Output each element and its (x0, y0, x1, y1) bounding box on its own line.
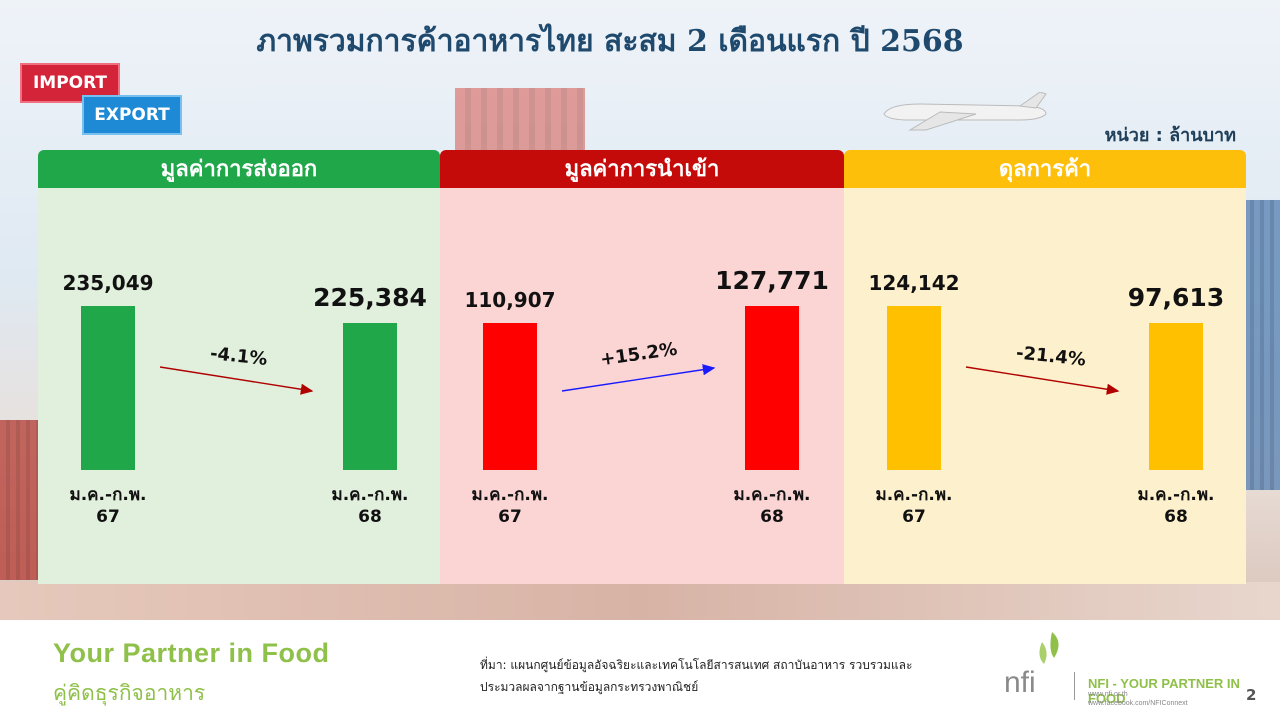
website-link[interactable]: www.nfi.or.th (1088, 691, 1128, 698)
balance-bar-2 (1149, 323, 1203, 470)
export-panel-header: มูลค่าการส่งออก (38, 150, 440, 188)
category-label-line: ม.ค.-ก.พ. (69, 485, 147, 505)
category-label-line: 67 (96, 507, 120, 527)
facebook-link[interactable]: www.facebook.com/NFIConnext (1088, 700, 1188, 707)
crane-image (455, 88, 585, 152)
category-label-line: ม.ค.-ก.พ. (875, 485, 953, 505)
footer (0, 620, 1280, 720)
import-value-label-2: 127,771 (715, 266, 829, 295)
slogan-thai: คู่คิดธุรกิจอาหาร (53, 681, 206, 705)
source-line-2: ประมวลผลจากฐานข้อมูลกระทรวงพาณิชย์ (480, 680, 699, 694)
export-bar-2 (343, 323, 397, 470)
balance-value-label-2: 97,613 (1127, 283, 1225, 312)
svg-text:nfi: nfi (1004, 666, 1036, 698)
logo-tagline: NFI - YOUR PARTNER IN FOOD (1088, 676, 1240, 706)
import-bar-1 (483, 323, 537, 470)
export-category-label-1: ม.ค.-ก.พ. 67 (43, 484, 173, 528)
logo-divider (1074, 672, 1075, 700)
category-label-line: ม.ค.-ก.พ. (471, 485, 549, 505)
balance-category-label-2: ม.ค.-ก.พ. 68 (1111, 484, 1241, 528)
logo-links: www.nfi.or.th www.facebook.com/NFIConnex… (1088, 690, 1188, 708)
airplane-icon (883, 92, 1047, 131)
container-stack-right (1244, 200, 1280, 490)
source-note: ที่มา: แผนกศูนย์ข้อมูลอัจฉริยะและเทคโนโล… (480, 654, 950, 698)
export-category-label-2: ม.ค.-ก.พ. 68 (305, 484, 435, 528)
import-panel-header: มูลค่าการนำเข้า (440, 150, 844, 188)
slogan-english: Your Partner in Food (53, 638, 330, 668)
export-value-label-1: 235,049 (62, 271, 154, 295)
balance-category-label-1: ม.ค.-ก.พ. 67 (849, 484, 979, 528)
nfi-logo-icon: nfi (1004, 632, 1059, 698)
source-line-1: ที่มา: แผนกศูนย์ข้อมูลอัจฉริยะและเทคโนโล… (480, 658, 913, 672)
category-label-line: 68 (358, 507, 382, 527)
balance-bar-1 (887, 306, 941, 470)
export-bar-1 (81, 306, 135, 470)
ground (0, 582, 1280, 620)
balance-panel-header: ดุลการค้า (844, 150, 1246, 188)
export-tag: EXPORT (82, 95, 182, 135)
category-label-line: ม.ค.-ก.พ. (1137, 485, 1215, 505)
import-bar-2 (745, 306, 799, 470)
export-value-label-2: 225,384 (313, 283, 427, 312)
unit-label: หน่วย : ล้านบาท (1104, 125, 1236, 146)
page-number: 2 (1246, 686, 1257, 704)
category-label-line: ม.ค.-ก.พ. (733, 485, 811, 505)
category-label-line: 68 (760, 507, 784, 527)
category-label-line: ม.ค.-ก.พ. (331, 485, 409, 505)
page-title: ภาพรวมการค้าอาหารไทย สะสม 2 เดือนแรก ปี … (256, 24, 964, 59)
import-category-label-2: ม.ค.-ก.พ. 68 (707, 484, 837, 528)
import-category-label-1: ม.ค.-ก.พ. 67 (445, 484, 575, 528)
category-label-line: 68 (1164, 507, 1188, 527)
balance-value-label-1: 124,142 (868, 271, 960, 295)
import-value-label-1: 110,907 (464, 288, 556, 312)
category-label-line: 67 (498, 507, 522, 527)
category-label-line: 67 (902, 507, 926, 527)
